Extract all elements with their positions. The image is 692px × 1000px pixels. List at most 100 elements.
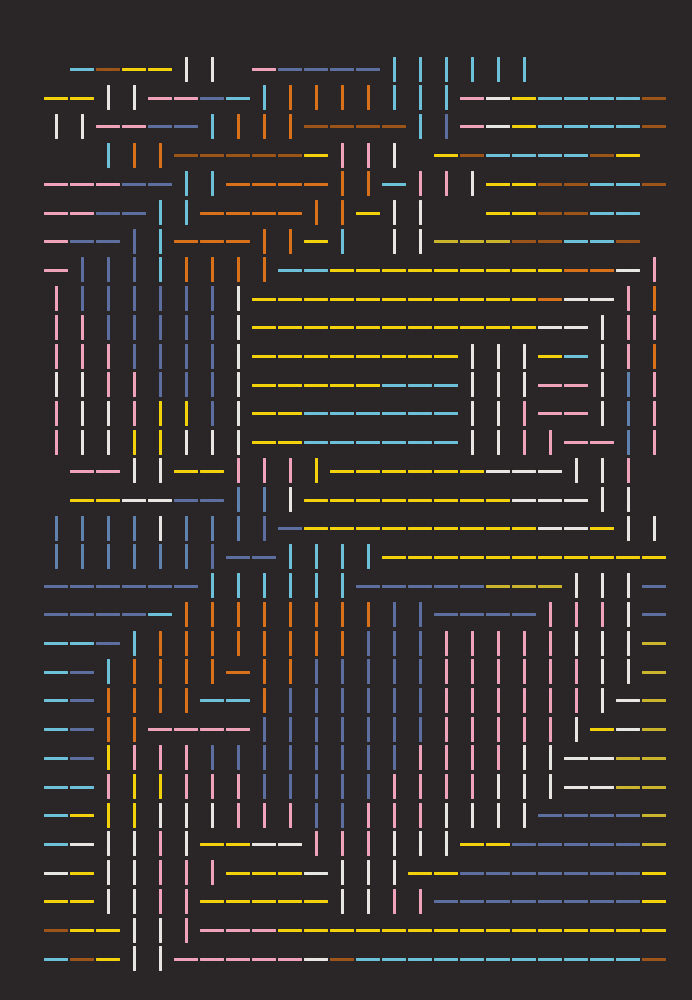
vertical-bar-mark [367, 889, 370, 914]
vertical-bar-mark [341, 143, 344, 168]
horizontal-dash-mark [252, 154, 276, 157]
horizontal-dash-mark [226, 958, 250, 961]
vertical-bar-mark [627, 659, 630, 684]
horizontal-dash-mark [226, 671, 250, 674]
horizontal-dash-mark [486, 872, 510, 875]
horizontal-dash-mark [434, 355, 458, 358]
horizontal-dash-mark [642, 814, 666, 817]
horizontal-dash-mark [148, 728, 172, 731]
vertical-bar-mark [471, 659, 474, 684]
vertical-bar-mark [211, 114, 214, 139]
vertical-bar-mark [159, 372, 162, 397]
vertical-bar-mark [133, 688, 136, 713]
vertical-bar-mark [185, 889, 188, 914]
vertical-bar-mark [237, 315, 240, 340]
horizontal-dash-mark [70, 585, 94, 588]
horizontal-dash-mark [538, 499, 562, 502]
vertical-bar-mark [133, 631, 136, 656]
vertical-bar-mark [419, 602, 422, 627]
vertical-bar-mark [601, 688, 604, 713]
vertical-bar-mark [185, 803, 188, 828]
horizontal-dash-mark [70, 728, 94, 731]
horizontal-dash-mark [356, 412, 380, 415]
vertical-bar-mark [263, 774, 266, 799]
horizontal-dash-mark [304, 154, 328, 157]
vertical-bar-mark [185, 631, 188, 656]
vertical-bar-mark [211, 544, 214, 569]
vertical-bar-mark [107, 745, 110, 770]
horizontal-dash-mark [70, 671, 94, 674]
vertical-bar-mark [341, 717, 344, 742]
horizontal-dash-mark [564, 786, 588, 789]
vertical-bar-mark [601, 631, 604, 656]
horizontal-dash-mark [252, 412, 276, 415]
vertical-bar-mark [341, 229, 344, 254]
vertical-bar-mark [55, 401, 58, 426]
vertical-bar-mark [419, 200, 422, 225]
horizontal-dash-mark [278, 929, 302, 932]
horizontal-dash-mark [70, 929, 94, 932]
vertical-bar-mark [315, 831, 318, 856]
vertical-bar-mark [419, 745, 422, 770]
horizontal-dash-mark [564, 183, 588, 186]
horizontal-dash-mark [174, 585, 198, 588]
horizontal-dash-mark [642, 958, 666, 961]
horizontal-dash-mark [356, 929, 380, 932]
vertical-bar-mark [575, 458, 578, 483]
horizontal-dash-mark [642, 671, 666, 674]
horizontal-dash-mark [304, 125, 328, 128]
vertical-bar-mark [315, 602, 318, 627]
horizontal-dash-mark [538, 384, 562, 387]
vertical-bar-mark [159, 631, 162, 656]
vertical-bar-mark [653, 430, 656, 455]
vertical-bar-mark [367, 171, 370, 196]
horizontal-dash-mark [512, 872, 536, 875]
vertical-bar-mark [419, 717, 422, 742]
horizontal-dash-mark [44, 642, 68, 645]
horizontal-dash-mark [226, 154, 250, 157]
horizontal-dash-mark [408, 929, 432, 932]
horizontal-dash-mark [590, 154, 614, 157]
horizontal-dash-mark [616, 556, 640, 559]
horizontal-dash-mark [616, 843, 640, 846]
vertical-bar-mark [185, 918, 188, 943]
vertical-bar-mark [419, 114, 422, 139]
horizontal-dash-mark [226, 929, 250, 932]
vertical-bar-mark [263, 257, 266, 282]
vertical-bar-mark [315, 774, 318, 799]
vertical-bar-mark [263, 85, 266, 110]
horizontal-dash-mark [252, 326, 276, 329]
vertical-bar-mark [133, 544, 136, 569]
vertical-bar-mark [237, 602, 240, 627]
vertical-bar-mark [107, 286, 110, 311]
vertical-bar-mark [471, 57, 474, 82]
vertical-bar-mark [315, 803, 318, 828]
horizontal-dash-mark [252, 384, 276, 387]
horizontal-dash-mark [538, 326, 562, 329]
horizontal-dash-mark [330, 125, 354, 128]
vertical-bar-mark [497, 430, 500, 455]
horizontal-dash-mark [252, 441, 276, 444]
vertical-bar-mark [419, 85, 422, 110]
horizontal-dash-mark [538, 269, 562, 272]
vertical-bar-mark [419, 889, 422, 914]
horizontal-dash-mark [460, 470, 484, 473]
vertical-bar-mark [445, 57, 448, 82]
vertical-bar-mark [393, 803, 396, 828]
vertical-bar-mark [185, 372, 188, 397]
vertical-bar-mark [211, 344, 214, 369]
vertical-bar-mark [133, 889, 136, 914]
vertical-bar-mark [471, 372, 474, 397]
vertical-bar-mark [419, 171, 422, 196]
horizontal-dash-mark [200, 154, 224, 157]
horizontal-dash-mark [642, 585, 666, 588]
vertical-bar-mark [471, 171, 474, 196]
horizontal-dash-mark [174, 240, 198, 243]
vertical-bar-mark [549, 430, 552, 455]
horizontal-dash-mark [538, 843, 562, 846]
horizontal-dash-mark [148, 613, 172, 616]
horizontal-dash-mark [564, 212, 588, 215]
vertical-bar-mark [341, 573, 344, 598]
horizontal-dash-mark [564, 556, 588, 559]
vertical-bar-mark [367, 143, 370, 168]
